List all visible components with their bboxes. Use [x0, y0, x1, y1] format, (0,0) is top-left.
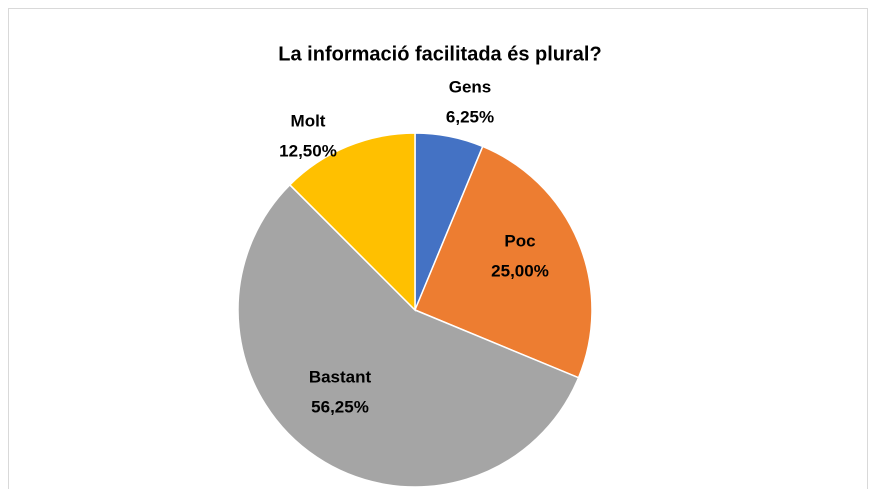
slice-label-name: Gens: [449, 77, 492, 96]
slice-label-name: Molt: [291, 111, 326, 130]
pie-slice: [414, 145, 593, 379]
slice-label-value: 6,25%: [446, 107, 494, 126]
chart-title: La informació facilitada és plural?: [278, 43, 601, 65]
slice-label-name: Poc: [504, 231, 535, 250]
slice-label-value: 56,25%: [311, 397, 369, 416]
chart-frame: [8, 8, 868, 489]
slice-label-name: Bastant: [309, 367, 372, 386]
slice-label-value: 25,00%: [491, 261, 549, 280]
pie-slice: [237, 183, 580, 488]
pie-slice: [288, 132, 416, 312]
slice-label-value: 12,50%: [279, 141, 337, 160]
